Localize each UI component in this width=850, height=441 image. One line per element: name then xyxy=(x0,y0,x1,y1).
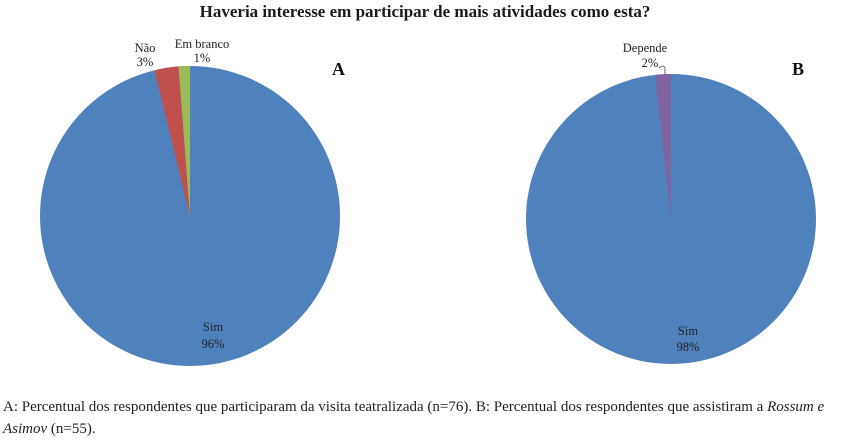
slice-em-branco-a xyxy=(178,65,190,216)
panel-label-b: B xyxy=(792,59,804,79)
label-em-branco-pct: 1% xyxy=(194,51,211,65)
pie-chart-b: B Depende 2% Sim 98% xyxy=(526,41,816,364)
pie-chart-a: A Não 3% Em branco 1% Sim 96% xyxy=(40,37,345,366)
caption-text-2: (n=55). xyxy=(47,421,96,437)
leader-line-depende xyxy=(658,65,666,74)
label-sim-b-name: Sim xyxy=(678,324,698,338)
label-nao-name: Não xyxy=(135,41,156,55)
caption-italic-title: Rossum e Asimov xyxy=(3,399,825,437)
label-sim-a-pct: 96% xyxy=(202,337,225,351)
label-nao-pct: 3% xyxy=(137,55,154,69)
label-sim-a-name: Sim xyxy=(203,320,223,334)
label-depende-pct: 2% xyxy=(642,56,659,70)
panel-label-a: A xyxy=(332,59,345,79)
label-sim-b-pct: 98% xyxy=(677,340,700,354)
slice-depende-b xyxy=(655,74,671,219)
figure-caption: A: Percentual dos respondentes que parti… xyxy=(3,396,850,440)
label-em-branco-name: Em branco xyxy=(175,37,230,51)
chart-title: Haveria interesse em participar de mais … xyxy=(199,2,651,21)
slice-nao-a xyxy=(154,66,190,217)
caption-text-1: A: Percentual dos respondentes que parti… xyxy=(3,399,768,415)
label-depende-name: Depende xyxy=(623,41,668,55)
